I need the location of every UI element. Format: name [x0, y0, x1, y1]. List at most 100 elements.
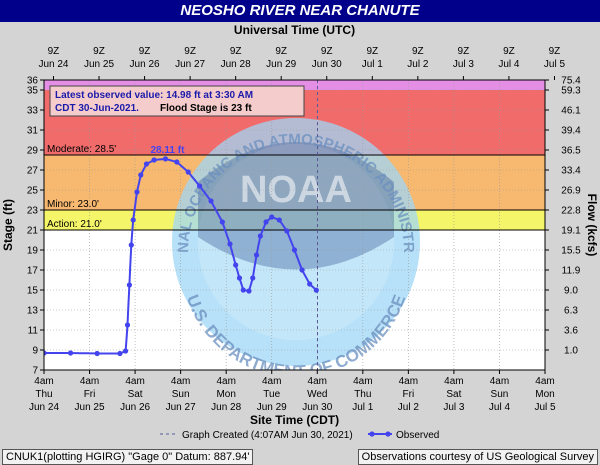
observed-point [134, 189, 140, 195]
top-tick-time: 9Z [275, 46, 287, 57]
grid [44, 80, 545, 370]
observed-point [126, 282, 132, 288]
top-tick-date: Jul 1 [362, 59, 384, 70]
y-tick-label: 19 [27, 246, 39, 257]
top-tick-date: Jun 30 [312, 59, 342, 70]
y-tick-label: 7 [32, 366, 38, 377]
legend-observed-label: Observed [396, 430, 439, 441]
y2-tick-label: 1.0 [564, 346, 578, 357]
flood-label-moderate: Moderate: 28.5' [47, 144, 116, 155]
y-tick-label: 17 [27, 266, 39, 277]
observed-point [197, 183, 203, 189]
top-tick-date: Jun 25 [84, 59, 114, 70]
observed-point [138, 172, 144, 178]
top-tick-time: 9Z [412, 46, 424, 57]
axes: Universal Time (UTC) 9Z Jun 24 9Z Jun 25 9Z Ju… [1, 23, 599, 427]
observed-point [174, 159, 180, 165]
bottom-tick-date: Jun 30 [302, 402, 332, 413]
y2-tick-label: 9.0 [564, 286, 578, 297]
bottom-tick-time: 4am [80, 376, 99, 387]
y2-tick-label: 6.3 [564, 306, 578, 317]
y-tick-label: 21 [27, 226, 39, 237]
y-axis-title: Stage (ft) [1, 199, 15, 251]
top-tick-date: Jul 4 [498, 59, 520, 70]
bottom-tick-day: Fri [84, 389, 96, 400]
y-tick-label: 35 [27, 86, 39, 97]
bottom-tick-day: Sat [128, 389, 143, 400]
bottom-tick-time: 4am [262, 376, 281, 387]
bottom-tick-day: Sat [446, 389, 461, 400]
legend-observed-marker [369, 431, 375, 437]
bottom-tick-day: Wed [307, 389, 327, 400]
latest-observation-box [49, 85, 305, 117]
top-axis-title: Universal Time (UTC) [234, 23, 355, 37]
y2-tick-label: 26.9 [561, 186, 581, 197]
observed-point [307, 281, 313, 287]
bottom-tick-date: Jul 5 [534, 402, 556, 413]
y2-tick-label: 59.3 [561, 86, 581, 97]
observed-point [208, 198, 214, 204]
y2-tick-label: 11.9 [562, 266, 581, 277]
top-tick-date: Jun 26 [130, 59, 160, 70]
y2-tick-label: 39.4 [561, 126, 581, 137]
observed-point [94, 350, 100, 357]
bottom-tick-day: Mon [216, 389, 235, 400]
y-tick-label: 29 [27, 146, 39, 157]
legend-observed-marker [385, 431, 391, 437]
bottom-tick-time: 4am [216, 376, 235, 387]
bottom-tick-day: Tue [263, 389, 280, 400]
top-tick-time: 9Z [549, 46, 561, 57]
observed-point [284, 228, 290, 234]
bottom-tick-date: Jun 29 [257, 402, 287, 413]
bottom-tick-date: Jul 2 [398, 402, 420, 413]
top-tick-time: 9Z [321, 46, 333, 57]
y2-tick-label: 3.6 [564, 326, 578, 337]
y2-tick-label: 75.4 [561, 76, 581, 87]
observed-point [250, 275, 256, 281]
plot-frame [43, 79, 546, 371]
y2-tick-label: 33.4 [561, 166, 581, 177]
top-tick-date: Jul 2 [407, 59, 429, 70]
watermark-bird [198, 142, 394, 270]
y-tick-label: 13 [27, 306, 39, 317]
observed-point [124, 322, 131, 328]
observed-point [263, 219, 269, 225]
observed-point [130, 217, 136, 223]
observed-point [299, 267, 305, 273]
top-tick-date: Jun 24 [38, 59, 68, 70]
y-tick-label: 31 [27, 126, 39, 137]
top-tick-time: 9Z [48, 46, 60, 57]
y-tick-label: 25 [27, 186, 39, 197]
bottom-tick-day: Thu [35, 389, 52, 400]
bottom-tick-date: Jul 1 [352, 402, 374, 413]
bottom-tick-day: Mon [535, 389, 554, 400]
y2-axis-title: Flow (kcfs) [585, 194, 599, 257]
bottom-tick-date: Jun 24 [29, 402, 59, 413]
bottom-tick-date: Jun 28 [211, 402, 241, 413]
footer-credit: Observations courtesy of US Geological S… [357, 449, 598, 465]
observed-point [291, 247, 298, 253]
legend-created-label: Graph Created (4:07AM Jun 30, 2021) [182, 430, 353, 441]
bottom-tick-time: 4am [171, 376, 190, 387]
observed-point [246, 288, 252, 294]
top-tick-date: Jul 3 [453, 59, 475, 70]
crest-label: 28.11 ft [150, 145, 185, 156]
top-tick-time: 9Z [139, 46, 151, 57]
observed-point [236, 275, 243, 281]
observed-point [117, 350, 123, 357]
bottom-tick-date: Jun 26 [120, 402, 150, 413]
observed-point [143, 161, 150, 167]
footer-datum: CNUK1(plotting HGIRG) "Gage 0" Datum: 88… [2, 449, 254, 465]
observed-point [123, 348, 129, 354]
x-axis-title: Site Time (CDT) [250, 413, 339, 427]
bottom-tick-date: Jun 27 [166, 402, 196, 413]
bottom-tick-time: 4am [125, 376, 144, 387]
flood-label-action: Action: 21.0' [47, 219, 102, 230]
top-tick-time: 9Z [93, 46, 105, 57]
top-tick-time: 9Z [503, 46, 515, 57]
bottom-tick-time: 4am [490, 376, 509, 387]
observed-point [219, 219, 225, 225]
latest-observation-line2: CDT 30-Jun-2021. [55, 103, 139, 114]
observed-point [269, 214, 275, 220]
observed-point [185, 169, 191, 175]
